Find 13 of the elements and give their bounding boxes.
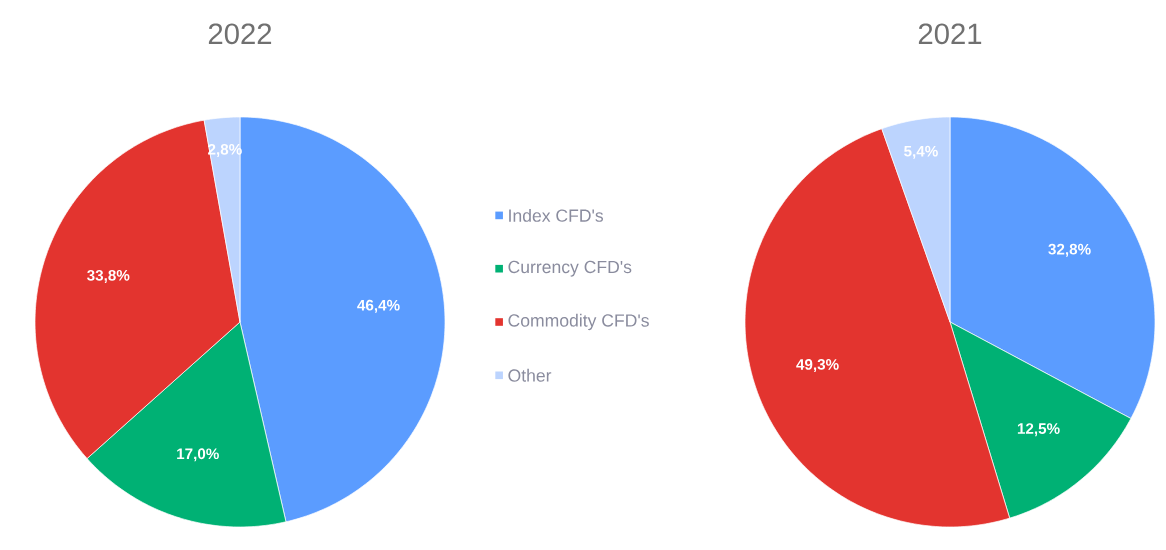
data-label: 33,8% — [87, 269, 130, 283]
data-label: 46,4% — [357, 299, 400, 313]
chart-title: 2021 — [918, 23, 982, 45]
data-label: 49,3% — [796, 359, 839, 372]
data-label: 12,5% — [1017, 423, 1060, 437]
chart-title: 2022 — [208, 23, 272, 45]
legend-label: Currency CFD's — [508, 260, 632, 277]
legend-label: Commodity CFD's — [508, 313, 649, 331]
data-label: 32,8% — [1048, 243, 1091, 257]
data-label: 17,0% — [177, 448, 219, 462]
legend-label: Index CFD's — [509, 208, 604, 222]
legend-label: Other — [508, 368, 552, 382]
data-label: 5,4% — [904, 145, 938, 159]
